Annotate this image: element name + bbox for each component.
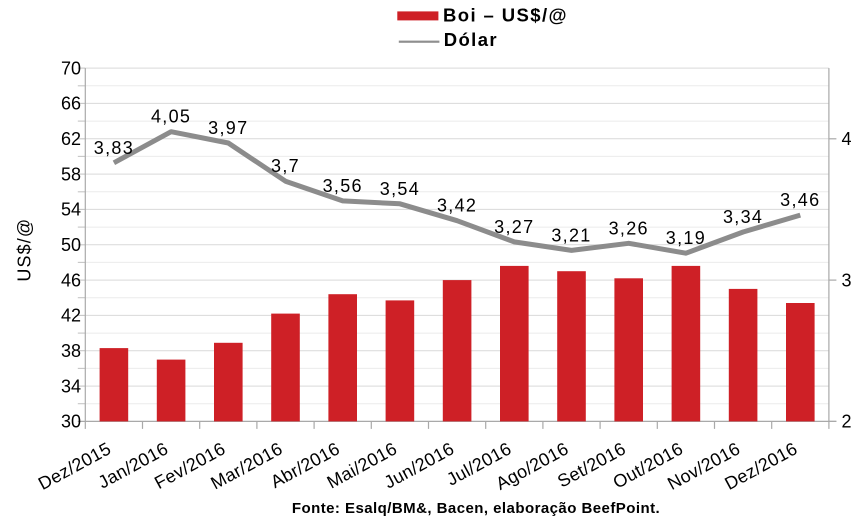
svg-text:3: 3 (842, 270, 852, 290)
svg-text:30: 30 (61, 412, 81, 432)
svg-text:Dólar: Dólar (444, 29, 498, 50)
svg-text:4: 4 (842, 129, 852, 149)
svg-text:Fonte: Esalq/BM&, Bacen, elabo: Fonte: Esalq/BM&, Bacen, elaboração Beef… (292, 500, 660, 517)
svg-text:4,05: 4,05 (151, 107, 191, 127)
svg-text:3,54: 3,54 (380, 179, 420, 199)
svg-text:3,42: 3,42 (437, 196, 477, 216)
svg-text:3,56: 3,56 (323, 176, 363, 196)
svg-text:3,27: 3,27 (494, 217, 534, 237)
svg-text:Boi – US$/@: Boi – US$/@ (443, 5, 568, 26)
svg-text:US$/@: US$/@ (14, 218, 34, 282)
svg-text:3,19: 3,19 (666, 228, 706, 248)
svg-text:3,21: 3,21 (551, 225, 591, 245)
svg-text:3,26: 3,26 (609, 218, 649, 238)
svg-text:3,46: 3,46 (780, 190, 820, 210)
svg-text:3,7: 3,7 (271, 156, 300, 176)
svg-text:70: 70 (61, 58, 81, 78)
svg-text:54: 54 (61, 200, 81, 220)
svg-text:3,97: 3,97 (208, 118, 248, 138)
svg-text:62: 62 (61, 129, 81, 149)
svg-text:42: 42 (61, 306, 81, 326)
svg-text:66: 66 (61, 94, 81, 114)
svg-text:50: 50 (61, 235, 81, 255)
svg-text:38: 38 (61, 341, 81, 361)
svg-text:3,34: 3,34 (723, 207, 763, 227)
svg-text:46: 46 (61, 270, 81, 290)
svg-text:58: 58 (61, 164, 81, 184)
svg-text:3,83: 3,83 (94, 138, 134, 158)
svg-text:34: 34 (61, 376, 81, 396)
svg-text:2: 2 (842, 412, 852, 432)
